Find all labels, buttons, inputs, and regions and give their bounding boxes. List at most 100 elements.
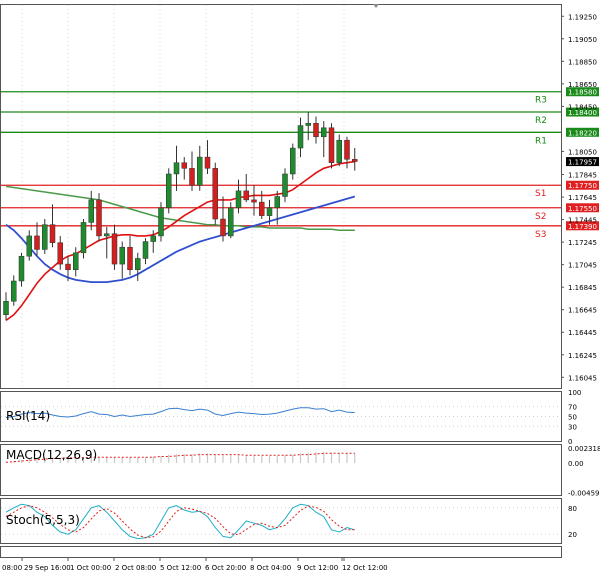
candle-body <box>266 207 273 216</box>
candle-bull <box>3 292 9 321</box>
candle-body <box>313 123 319 138</box>
candle-body <box>321 127 327 138</box>
candle-bear <box>49 204 56 248</box>
macd-tick-label: 0.002318 <box>568 445 600 453</box>
main-price-panel[interactable] <box>0 4 562 389</box>
level-price-label: 1.17390 <box>568 223 597 231</box>
candle-body <box>251 199 257 203</box>
candle-bear <box>181 157 187 180</box>
time-tick-label: 8 Oct 04:00 <box>250 564 291 572</box>
candle-bull <box>305 112 311 141</box>
candle-bull <box>336 134 342 167</box>
chart-shift-marker-icon <box>373 4 379 8</box>
price-tick-label: 1.16645 <box>568 307 597 315</box>
price-tick-label: 1.18650 <box>568 81 597 89</box>
candle-bear <box>204 140 211 174</box>
candle-body <box>259 201 265 216</box>
candle-body <box>34 235 40 250</box>
candle-bull <box>173 145 180 191</box>
candle-body <box>142 241 149 259</box>
rsi-title: RSI(14) <box>6 409 50 423</box>
time-axis: 08:00 29 Sep 16:00 1 Oct 00:00 2 Oct 08:00 5… <box>2 558 388 572</box>
price-tick-label: 1.17045 <box>568 262 597 270</box>
candle-body <box>243 190 249 201</box>
candle-body <box>65 263 71 270</box>
candle-bear <box>96 193 102 242</box>
candle-bear <box>352 148 358 171</box>
ma-slow-line <box>5 185 355 232</box>
candle-bull <box>150 230 156 253</box>
candle-body <box>135 258 141 270</box>
candle-body <box>274 196 280 209</box>
candle-body <box>204 156 211 169</box>
candle-bear <box>111 224 118 270</box>
ma-medium-line <box>5 195 356 284</box>
candle-body <box>158 207 164 237</box>
candle-body <box>127 246 133 270</box>
rsi-tick-label: 30 <box>568 423 577 431</box>
level-name-s1: S1 <box>535 189 546 199</box>
candle-body <box>88 199 94 223</box>
candle-body <box>11 280 17 302</box>
rsi-line <box>5 407 355 418</box>
rsi-tick-label: 50 <box>568 414 577 422</box>
candle-body <box>42 224 48 250</box>
level-price-badge <box>566 180 599 190</box>
price-tick-label: 1.16245 <box>568 352 597 360</box>
candle-bull <box>142 238 149 265</box>
candle-body <box>305 123 311 126</box>
candle-body <box>220 218 226 237</box>
level-price-label: 1.18580 <box>568 89 597 97</box>
candle-bull <box>228 202 234 239</box>
level-price-badge <box>566 203 599 213</box>
candle-bear <box>65 256 71 281</box>
candle-body <box>96 199 102 237</box>
level-price-badge <box>566 127 599 137</box>
price-tick-label: 1.17645 <box>568 194 597 202</box>
candle-bull <box>282 168 288 203</box>
candle-body <box>212 168 218 220</box>
level-name-s3: S3 <box>535 230 546 240</box>
candle-bear <box>344 136 350 169</box>
price-tick-label: 1.16445 <box>568 329 597 337</box>
stoch-title: Stoch(5,5,3) <box>6 513 80 527</box>
time-tick-label: 08:00 <box>2 564 22 572</box>
candle-body <box>328 127 335 163</box>
candle-body <box>336 139 342 163</box>
candle-bull <box>11 275 17 306</box>
stoch-tick-label: 80 <box>568 505 577 513</box>
candle-bull <box>197 145 203 191</box>
candle-bull <box>274 190 280 225</box>
price-tick-label: 1.16845 <box>568 284 597 292</box>
level-price-badge <box>566 87 599 97</box>
candle-bear <box>313 116 319 144</box>
time-tick-label: 29 Sep 16:00 <box>24 564 71 572</box>
price-tick-label: 1.19250 <box>568 13 597 21</box>
candle-bull <box>297 117 304 158</box>
candle-body <box>290 147 296 175</box>
candle-body <box>73 252 79 270</box>
level-price-label: 1.18400 <box>568 109 597 117</box>
candle-bull <box>88 190 94 231</box>
price-tick-label: 1.17445 <box>568 217 597 225</box>
price-tick-label: 1.18850 <box>568 58 597 66</box>
level-price-badge <box>566 107 599 117</box>
stoch-panel[interactable] <box>0 498 562 544</box>
candle-bear <box>34 222 40 257</box>
candle-body <box>111 233 118 265</box>
candle-bear <box>212 162 218 225</box>
level-name-r3: R3 <box>535 96 547 106</box>
stoch-d-line <box>5 505 355 539</box>
candle-body <box>189 168 195 186</box>
level-name-r1: R1 <box>535 136 547 146</box>
level-price-label: 1.17550 <box>568 205 597 213</box>
current-price-badge <box>566 157 599 167</box>
level-name-s2: S2 <box>535 212 546 222</box>
extra-panel <box>0 546 562 558</box>
candle-bull <box>290 143 296 180</box>
macd-panel[interactable] <box>0 444 562 496</box>
candle-body <box>228 207 234 237</box>
support-resistance-levels: R3 1.18580 R2 1.18400 R1 1.18220 S1 1.17750 S2 1.… <box>1 87 599 240</box>
candle-bear <box>243 173 249 203</box>
